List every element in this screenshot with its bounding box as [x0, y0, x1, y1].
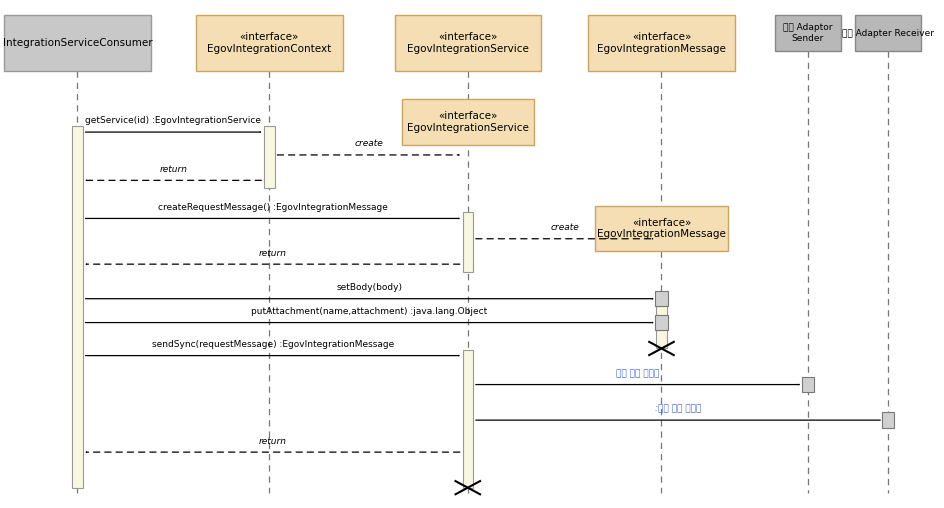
Bar: [5, 15, 151, 71]
Bar: [595, 206, 727, 251]
Text: IntegrationServiceConsumer: IntegrationServiceConsumer: [3, 38, 152, 48]
Text: 연계 호출 메시지: 연계 호출 메시지: [615, 369, 659, 378]
Bar: [462, 350, 472, 488]
Bar: [801, 377, 814, 392]
Text: setBody(body): setBody(body): [336, 283, 402, 292]
Bar: [195, 15, 342, 71]
Bar: [774, 15, 840, 51]
Text: return: return: [259, 436, 286, 446]
Text: «interface»
EgovIntegrationContext: «interface» EgovIntegrationContext: [207, 33, 331, 54]
Text: «interface»
EgovIntegrationMessage: «interface» EgovIntegrationMessage: [597, 33, 725, 54]
Text: createRequestMessage() :EgovIntegrationMessage: createRequestMessage() :EgovIntegrationM…: [158, 203, 387, 212]
Text: putAttachment(name,attachment) :java.lang.Object: putAttachment(name,attachment) :java.lan…: [251, 307, 487, 316]
Text: 연계 Adapter Receiver: 연계 Adapter Receiver: [841, 28, 934, 38]
Bar: [587, 15, 733, 71]
Text: getService(id) :EgovIntegrationService: getService(id) :EgovIntegrationService: [85, 116, 261, 125]
Text: 연계 Adaptor
Sender: 연계 Adaptor Sender: [783, 23, 832, 43]
Bar: [263, 126, 274, 188]
Text: create: create: [549, 223, 579, 232]
Text: «interface»
EgovIntegrationService: «interface» EgovIntegrationService: [407, 111, 528, 133]
Text: «interface»
EgovIntegrationService: «interface» EgovIntegrationService: [407, 33, 528, 54]
Bar: [462, 212, 472, 272]
Text: return: return: [160, 165, 187, 174]
Bar: [655, 315, 666, 330]
Bar: [655, 291, 666, 306]
Bar: [72, 126, 83, 488]
Bar: [655, 293, 666, 348]
Text: create: create: [354, 139, 382, 148]
Text: :연계 통합 메시지: :연계 통합 메시지: [654, 404, 700, 414]
Text: return: return: [259, 248, 286, 258]
Bar: [401, 99, 533, 145]
Text: «interface»
EgovIntegrationMessage: «interface» EgovIntegrationMessage: [597, 218, 725, 239]
Text: sendSync(requestMessage) :EgovIntegrationMessage: sendSync(requestMessage) :EgovIntegratio…: [151, 340, 394, 349]
Bar: [394, 15, 540, 71]
Bar: [854, 15, 920, 51]
Bar: [882, 412, 893, 428]
